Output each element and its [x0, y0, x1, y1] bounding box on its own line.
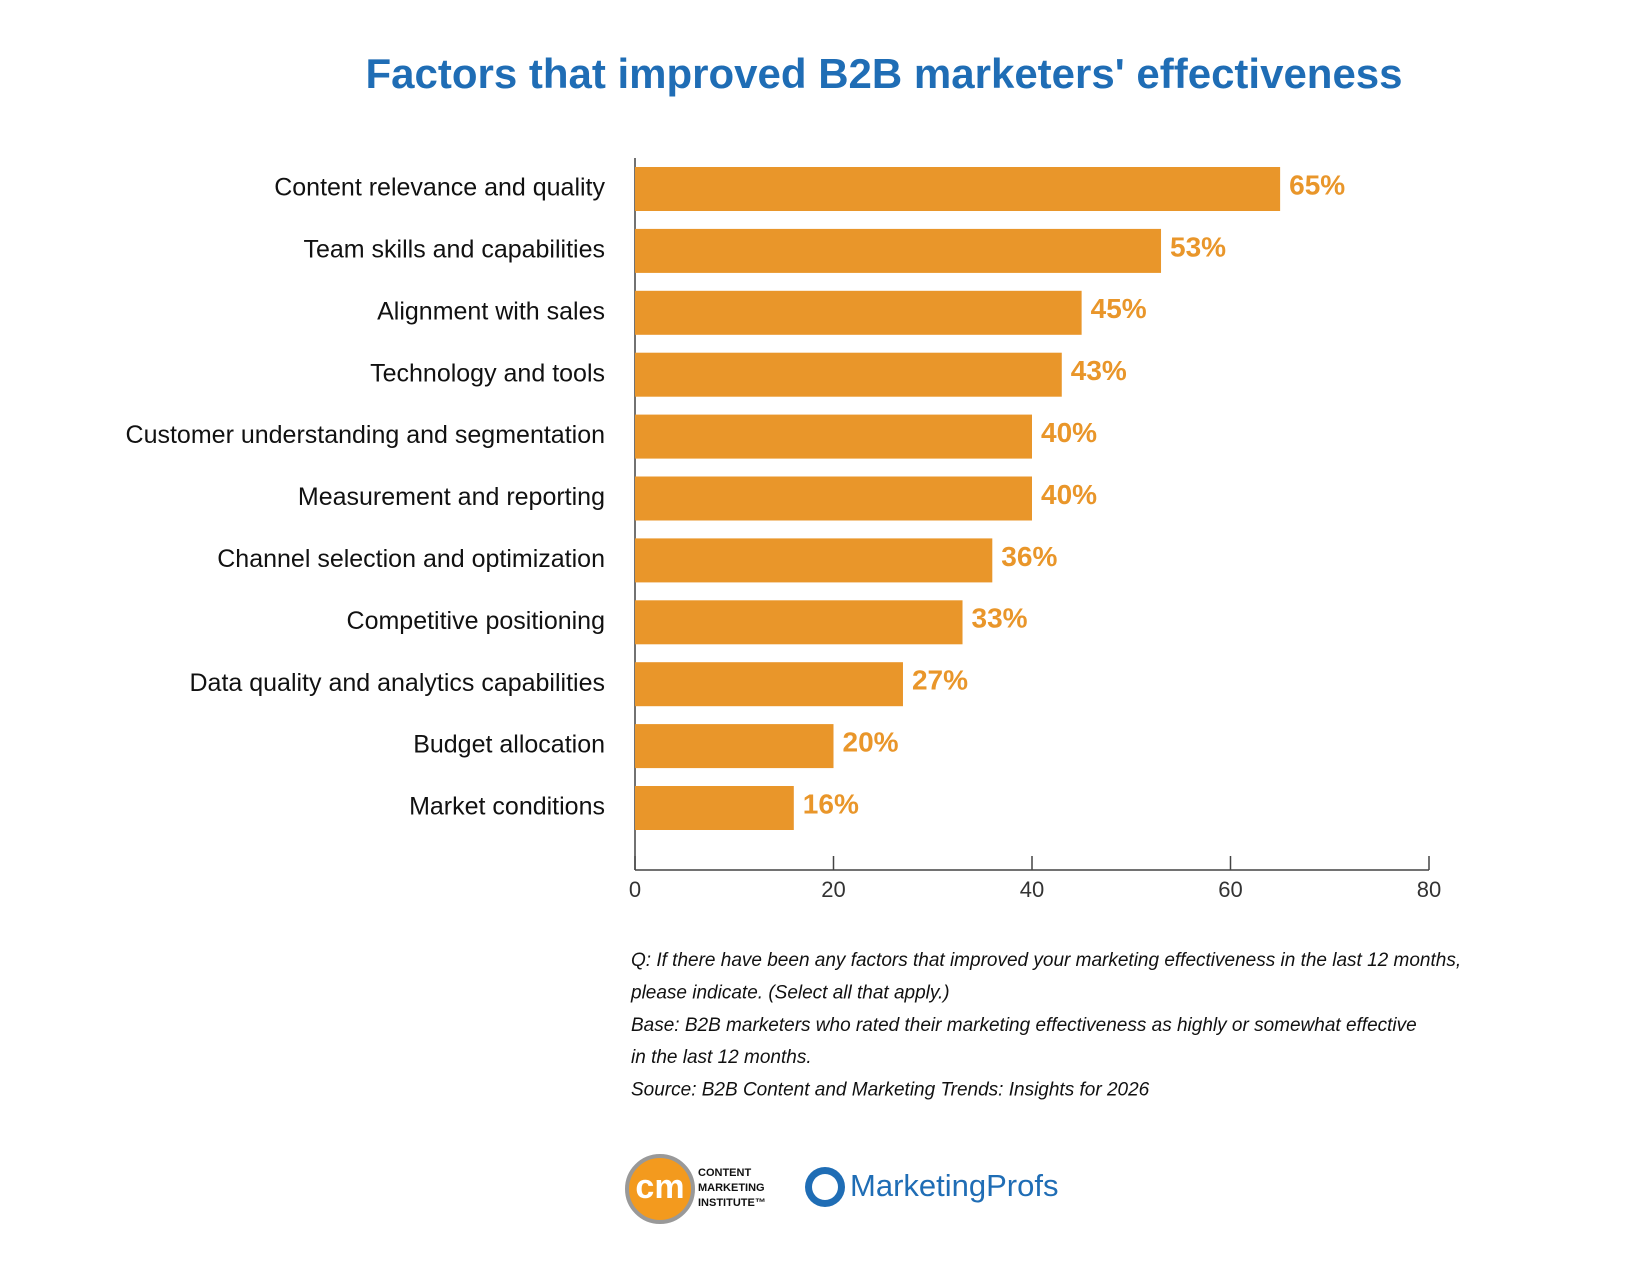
footnote: Q: If there have been any factors that i… — [631, 950, 1461, 971]
footnote: Source: B2B Content and Marketing Trends… — [631, 1080, 1150, 1101]
category-label: Team skills and capabilities — [303, 236, 605, 264]
bar — [635, 290, 1082, 335]
category-label: Measurement and reporting — [298, 483, 605, 511]
bar — [635, 600, 963, 645]
value-label: 33% — [972, 603, 1028, 634]
category-label: Market conditions — [409, 793, 605, 821]
value-label: 43% — [1071, 355, 1127, 386]
category-label: Data quality and analytics capabilities — [189, 669, 605, 697]
logo-cmi: cm CONTENT MARKETING INSTITUTE™ — [625, 1154, 766, 1224]
mp-icon-inner — [812, 1174, 838, 1200]
bar — [635, 476, 1032, 521]
cmi-line: CONTENT — [698, 1167, 751, 1179]
bar — [635, 167, 1281, 211]
value-label: 45% — [1091, 293, 1147, 324]
value-label: 16% — [803, 788, 859, 819]
value-label: 36% — [1001, 541, 1057, 572]
category-label: Channel selection and optimization — [217, 545, 605, 573]
chart-title: Factors that improved B2B marketers' eff… — [365, 50, 1402, 97]
category-label: Budget allocation — [413, 731, 605, 759]
bar — [635, 414, 1032, 459]
x-tick-label: 40 — [1020, 877, 1044, 902]
value-label: 53% — [1170, 231, 1226, 262]
bar — [635, 662, 903, 707]
category-label: Alignment with sales — [377, 297, 605, 325]
cmi-line: MARKETING — [698, 1182, 765, 1194]
logo-marketingprofs: MarketingProfs — [805, 1167, 1058, 1207]
category-label: Competitive positioning — [347, 607, 605, 635]
category-label: Content relevance and quality — [274, 174, 605, 202]
bar — [635, 786, 794, 830]
cmi-circle — [625, 1154, 695, 1224]
x-tick-label: 20 — [821, 877, 845, 902]
footnote: in the last 12 months. — [631, 1047, 812, 1068]
footnote: please indicate. (Select all that apply.… — [630, 982, 950, 1003]
value-label: 20% — [843, 726, 899, 757]
x-tick-label: 60 — [1218, 877, 1242, 902]
bar — [635, 724, 834, 769]
x-tick-label: 0 — [629, 877, 641, 902]
category-label: Technology and tools — [370, 359, 605, 387]
value-label: 65% — [1289, 169, 1345, 200]
bar — [635, 228, 1162, 273]
mp-wordmark: MarketingProfs — [850, 1168, 1058, 1203]
x-tick-label: 80 — [1417, 877, 1441, 902]
value-label: 40% — [1041, 479, 1097, 510]
footnote: Base: B2B marketers who rated their mark… — [631, 1015, 1417, 1036]
cmi-line: INSTITUTE™ — [698, 1197, 766, 1209]
bar — [635, 352, 1062, 397]
value-label: 40% — [1041, 417, 1097, 448]
category-label: Customer understanding and segmentation — [126, 421, 605, 449]
value-label: 27% — [912, 665, 968, 696]
bar — [635, 538, 993, 583]
cmi-mark: cm — [635, 1168, 684, 1206]
